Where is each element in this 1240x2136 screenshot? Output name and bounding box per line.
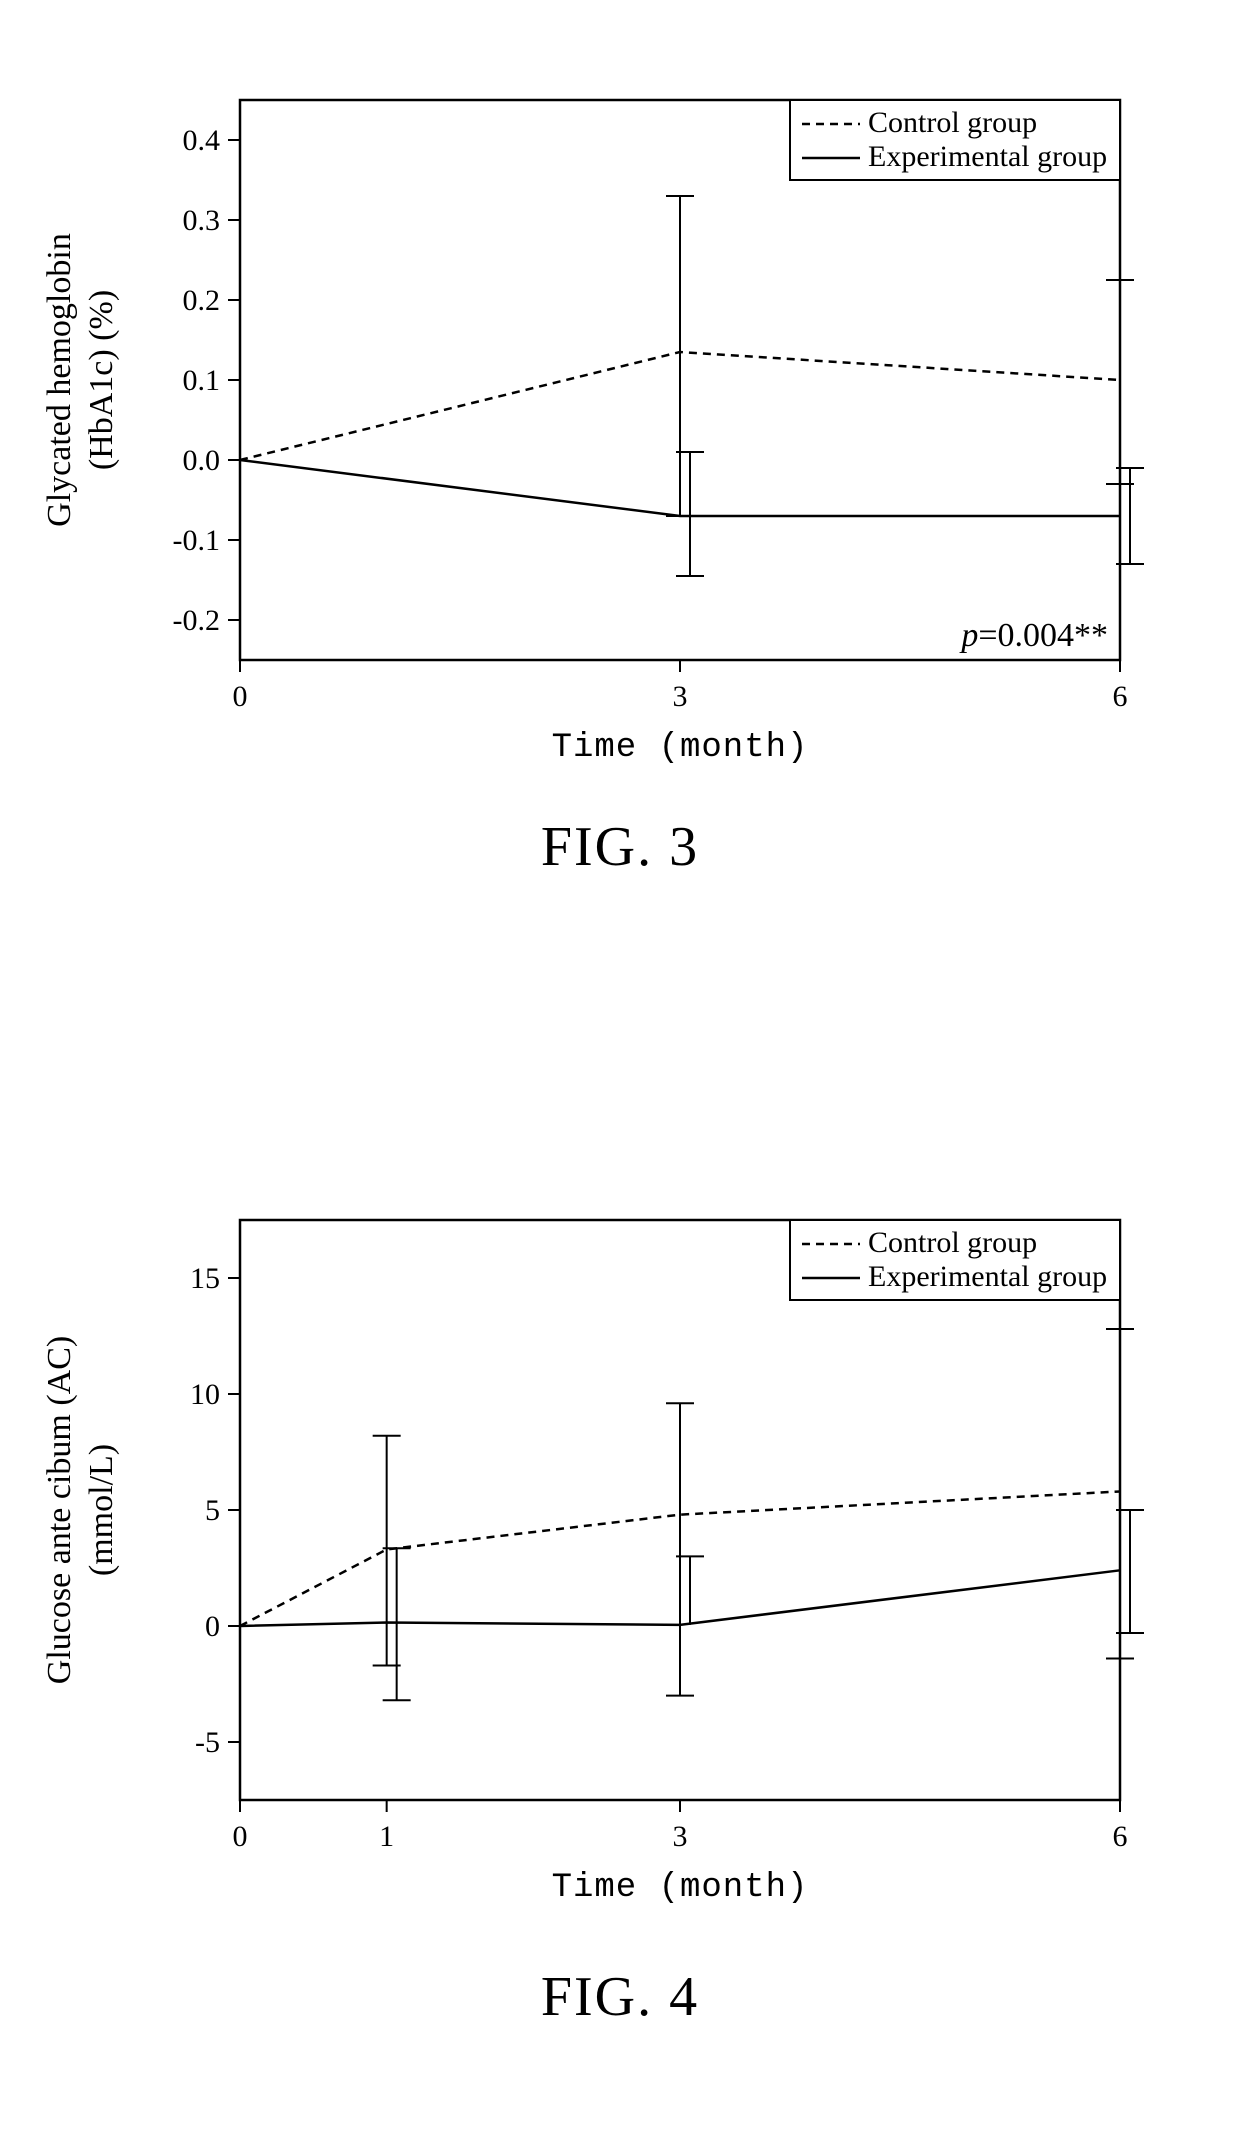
fig3-caption: FIG. 3: [0, 815, 1240, 879]
fig3-xtick-label: 3: [673, 680, 688, 713]
fig4-xlabel: Time (month): [552, 1869, 809, 1907]
fig3-legend-experimental-label: Experimental group: [868, 140, 1107, 173]
fig4-caption: FIG. 4: [0, 1965, 1240, 2029]
fig3-xtick-label: 0: [233, 680, 248, 713]
fig4-legend-control-label: Control group: [868, 1226, 1037, 1259]
fig3-annotation: p=0.004**: [959, 617, 1108, 654]
fig3-ytick-label: 0.4: [183, 124, 221, 157]
fig3-xtick-label: 6: [1113, 680, 1128, 713]
fig3-ytick-label: 0.3: [183, 204, 221, 237]
fig4-ytick-label: 15: [190, 1262, 220, 1295]
fig3-ytick-label: -0.2: [173, 604, 221, 637]
fig4-xtick-label: 6: [1113, 1820, 1128, 1853]
fig4-xtick-label: 3: [673, 1820, 688, 1853]
fig4-xtick-label: 1: [379, 1820, 394, 1853]
fig4-ytick-label: 0: [205, 1610, 220, 1643]
fig4-ytick-label: 10: [190, 1378, 220, 1411]
fig4-xtick-label: 0: [233, 1820, 248, 1853]
fig3-ylabel-line2: (HbA1c) (%): [83, 290, 120, 470]
fig4-ylabel-line2: (mmol/L): [83, 1444, 120, 1576]
fig3-ytick-label: 0.0: [183, 444, 221, 477]
fig4-ylabel-line1: Glucose ante cibum (AC): [41, 1336, 78, 1684]
fig3-ytick-label: 0.1: [183, 364, 221, 397]
fig4-ytick-label: -5: [195, 1726, 220, 1759]
fig3-ylabel-line1: Glycated hemoglobin: [41, 233, 78, 527]
fig3-ytick-label: -0.1: [173, 524, 221, 557]
fig3-legend-control-label: Control group: [868, 106, 1037, 139]
fig3-ylabel: Glycated hemoglobin(HbA1c) (%): [41, 233, 120, 527]
fig4-ylabel: Glucose ante cibum (AC)(mmol/L): [41, 1336, 120, 1684]
fig3-ytick-label: 0.2: [183, 284, 221, 317]
fig4-legend-experimental-label: Experimental group: [868, 1260, 1107, 1293]
fig3-chart: 0 3 6 -0.2 -0.1 0.0 0.1 0.2 0.3 0.4 Time (month) Gl…: [0, 40, 1240, 800]
fig4-chart: 0 1 3 6 -5 0 5 10 15 Time (month) Glucose ante cib…: [0, 1160, 1240, 1950]
fig3-xlabel: Time (month): [552, 729, 809, 767]
fig4-ytick-label: 5: [205, 1494, 220, 1527]
